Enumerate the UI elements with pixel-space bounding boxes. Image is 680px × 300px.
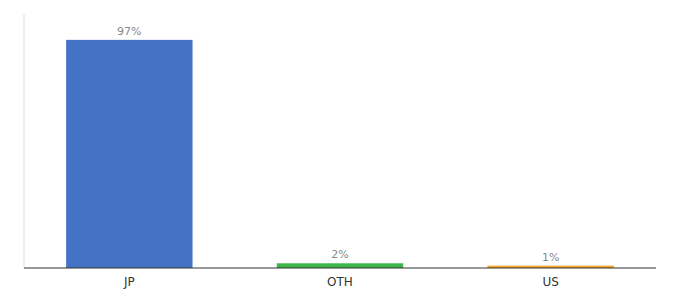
x-tick-label: OTH: [327, 275, 353, 289]
chart-container: JP OTH US 97% 2% 1%: [0, 0, 680, 300]
bar: [277, 263, 403, 268]
data-label: 2%: [331, 248, 348, 261]
chart: JP OTH US 97% 2% 1%: [0, 0, 680, 300]
x-tick-label: JP: [123, 275, 135, 289]
data-label: 97%: [117, 25, 141, 38]
y-range-line: [24, 14, 25, 268]
x-axis: [24, 267, 656, 268]
bars: [66, 40, 614, 268]
bar: [66, 40, 192, 268]
x-tick-label: US: [542, 275, 558, 289]
data-label: 1%: [542, 251, 559, 264]
